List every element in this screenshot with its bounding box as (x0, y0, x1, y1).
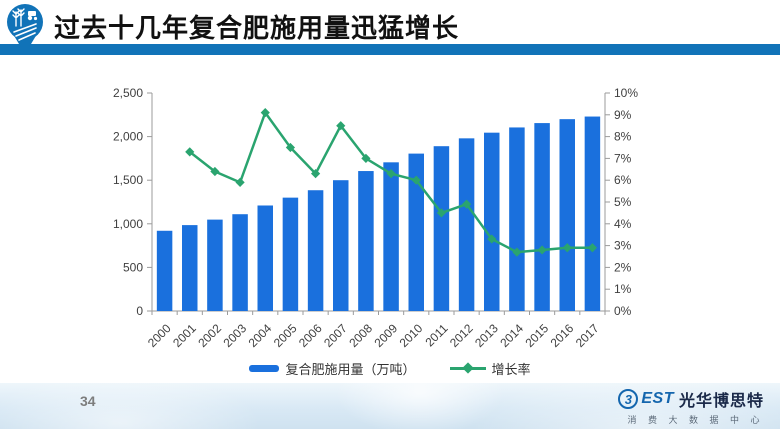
footer-strip: 34 3 EST 光华博思特 消 费 大 数 据 中 心 (0, 383, 780, 429)
growth-rate-marker-2002 (210, 166, 220, 177)
bar-2017 (584, 116, 601, 311)
agriculture-pin-logo-icon (7, 4, 43, 54)
bar-2016 (559, 119, 575, 311)
bar-series-swatch (249, 364, 280, 372)
right-axis-label: 3% (614, 239, 632, 253)
bar-2005 (282, 197, 299, 311)
x-axis-label: 2012 (447, 321, 476, 350)
best-logo-icon: 3 (618, 389, 639, 409)
x-axis-label: 2010 (397, 321, 426, 350)
page-number: 34 (80, 393, 96, 409)
logo-subtitle: 消 费 大 数 据 中 心 (627, 415, 764, 425)
right-axis-label: 10% (614, 86, 638, 100)
x-axis-label: 2003 (220, 321, 249, 350)
x-axis-label: 2014 (497, 321, 526, 350)
x-axis-label: 2013 (472, 321, 501, 350)
left-axis-label: 500 (123, 260, 143, 274)
x-axis-label: 2000 (145, 321, 174, 350)
growth-rate-marker-2003 (235, 177, 245, 187)
bar-2015 (534, 123, 550, 311)
bar-2001 (182, 225, 198, 311)
bar-2011 (433, 146, 450, 311)
growth-rate-marker-2016 (562, 243, 572, 253)
x-axis-label: 2004 (246, 321, 275, 350)
right-axis-label: 5% (614, 195, 632, 209)
growth-rate-marker-2008 (361, 153, 371, 163)
growth-rate-marker-2013 (487, 234, 497, 244)
growth-rate-marker-2014 (512, 247, 522, 257)
right-axis-label: 7% (614, 151, 632, 165)
right-axis-label: 8% (614, 130, 632, 144)
x-axis-label: 2011 (422, 321, 450, 349)
right-axis-label: 2% (614, 260, 632, 274)
bar-2012 (458, 138, 475, 311)
x-axis-label: 2006 (296, 321, 325, 350)
bar-2002 (207, 219, 223, 311)
x-axis-label: 2007 (321, 321, 350, 350)
right-axis-label: 9% (614, 108, 632, 122)
bar-2010 (408, 153, 424, 311)
x-axis-label: 2009 (371, 321, 400, 350)
right-axis-label: 0% (614, 304, 632, 318)
page-title: 过去十几年复合肥施用量迅猛增长 (54, 13, 460, 43)
x-axis-label: 2002 (195, 321, 224, 350)
x-axis-label: 2008 (346, 321, 375, 350)
line-series-label: 增长率 (491, 361, 531, 377)
x-axis-label: 2005 (271, 321, 300, 350)
right-axis-label: 6% (614, 173, 632, 187)
header-accent-bar (0, 44, 780, 55)
growth-rate-marker-2015 (537, 245, 547, 255)
x-axis-label: 2015 (522, 321, 551, 350)
right-axis-label: 1% (614, 282, 632, 296)
left-axis-label: 0 (136, 304, 143, 318)
bar-2006 (307, 190, 324, 311)
company-logo: 3 EST 光华博思特 消 费 大 数 据 中 心 (618, 387, 764, 426)
growth-rate-marker-2010 (411, 175, 421, 185)
growth-rate-marker-2007 (336, 121, 346, 131)
bar-2007 (333, 180, 349, 311)
x-axis-label: 2017 (573, 321, 602, 350)
logo-company-name: 光华博思特 (678, 393, 764, 410)
bar-2008 (358, 171, 374, 311)
bar-2004 (257, 205, 273, 311)
right-axis-label: 4% (614, 217, 632, 231)
growth-rate-marker-2012 (461, 199, 472, 209)
bar-series-label: 复合肥施用量（万吨） (285, 361, 416, 377)
growth-rate-marker-2009 (386, 169, 396, 179)
left-axis-label: 2,000 (113, 130, 143, 144)
left-axis-label: 1,000 (113, 217, 143, 231)
x-axis-label: 2016 (548, 321, 577, 350)
growth-rate-marker-2017 (587, 243, 598, 253)
growth-rate-marker-2004 (260, 108, 270, 118)
growth-rate-marker-2011 (436, 208, 447, 218)
legend-item-line-series: 增长率 (449, 359, 531, 378)
bar-2003 (232, 214, 248, 311)
combo-chart: 0 500 1,000 1,500 2,000 2,500 0% 1% 2% 3% 4% 5% 6% 7%… (113, 86, 638, 350)
bar-2014 (509, 127, 525, 311)
chart-legend: 复合肥施用量（万吨） 增长率 (0, 358, 780, 378)
legend-item-bar-series: 复合肥施用量（万吨） (249, 359, 416, 378)
bar-2013 (484, 132, 500, 311)
left-axis-label: 2,500 (113, 86, 143, 100)
bar-2000 (156, 230, 173, 311)
left-axis-label: 1,500 (113, 173, 143, 187)
line-series-swatch (449, 362, 486, 374)
logo-est-text: EST (641, 390, 674, 407)
x-axis-label: 2001 (170, 321, 199, 350)
bar-2009 (383, 162, 399, 311)
combo-chart-area: 0 500 1,000 1,500 2,000 2,500 0% 1% 2% 3% 4% 5% 6% 7%… (95, 78, 655, 380)
